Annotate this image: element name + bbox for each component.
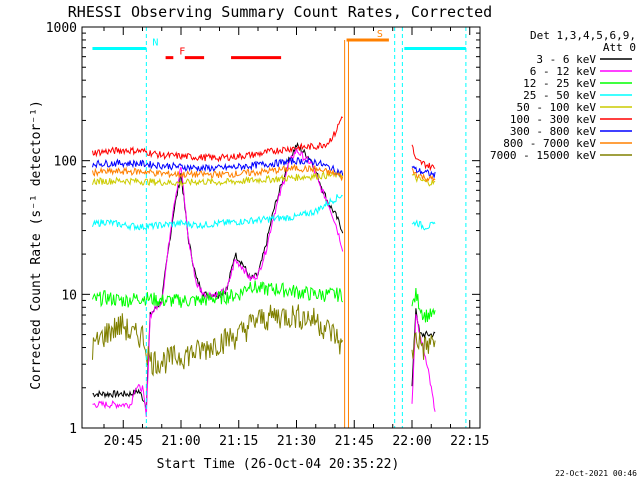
footer-date: 22-Oct-2021 00:46 [555, 469, 637, 478]
series-line-b-5 [411, 144, 436, 172]
legend-label-7: 800 - 7000 keV [503, 137, 596, 150]
series-line-b-0 [411, 308, 436, 387]
legend-label-0: 3 - 6 keV [536, 53, 596, 66]
legend-label-2: 12 - 25 keV [523, 77, 596, 90]
series-line-b-3 [411, 219, 436, 231]
legend-header-attenuator: Att 0 [603, 41, 636, 54]
x-axis: 20:45 21:00 21:15 21:30 21:45 22:00 22:15 [103, 27, 489, 449]
legend-header-detectors: Det 1,3,4,5,6,9, [530, 29, 636, 42]
y-axis-label: Corrected Count Rate (s⁻¹ detector⁻¹) [29, 100, 44, 390]
plot-frame [81, 26, 481, 429]
series-line-b-7 [411, 167, 436, 183]
series-line-b-8 [411, 331, 436, 360]
x-tick-label-2: 21:15 [219, 434, 258, 449]
flag-label-N: N [152, 38, 158, 49]
series-line-5 [92, 116, 343, 163]
series-line-2 [92, 280, 344, 308]
series-line-8 [92, 304, 344, 377]
x-tick-label-0: 20:45 [104, 434, 143, 449]
legend-label-1: 6 - 12 keV [530, 65, 597, 78]
y-tick-label-2: 100 [54, 155, 77, 170]
legend-label-8: 7000 - 15000 keV [490, 149, 596, 162]
x-tick-label-1: 21:00 [161, 434, 200, 449]
y-tick-label-0: 1 [69, 422, 77, 437]
legend-label-4: 50 - 100 keV [517, 101, 597, 114]
y-tick-label-3: 1000 [46, 21, 77, 36]
x-tick-label-5: 22:00 [392, 434, 431, 449]
series-line-b-6 [411, 165, 436, 178]
series-line-6 [92, 157, 344, 177]
x-axis-label: Start Time (26-Oct-04 20:35:22) [157, 457, 400, 472]
legend-label-6: 300 - 800 keV [510, 125, 596, 138]
legend-label-3: 25 - 50 keV [523, 89, 596, 102]
series-line-b-4 [411, 173, 436, 187]
flag-label-S: S [377, 29, 383, 40]
series-line-7 [92, 163, 344, 182]
series-line-b-2 [411, 287, 436, 323]
y-tick-label-1: 10 [61, 288, 77, 303]
series-line-3 [92, 194, 343, 232]
x-tick-label-3: 21:30 [277, 434, 316, 449]
chart-title: RHESSI Observing Summary Count Rates, Co… [68, 3, 492, 21]
x-tick-label-6: 22:15 [450, 434, 489, 449]
legend-label-5: 100 - 300 keV [510, 113, 596, 126]
plot-area: N F S [92, 27, 467, 428]
x-tick-label-4: 21:45 [335, 434, 374, 449]
flag-label-F: F [179, 47, 185, 58]
y-axis: 1 10 100 1000 [46, 21, 480, 437]
series-line-4 [92, 170, 344, 188]
